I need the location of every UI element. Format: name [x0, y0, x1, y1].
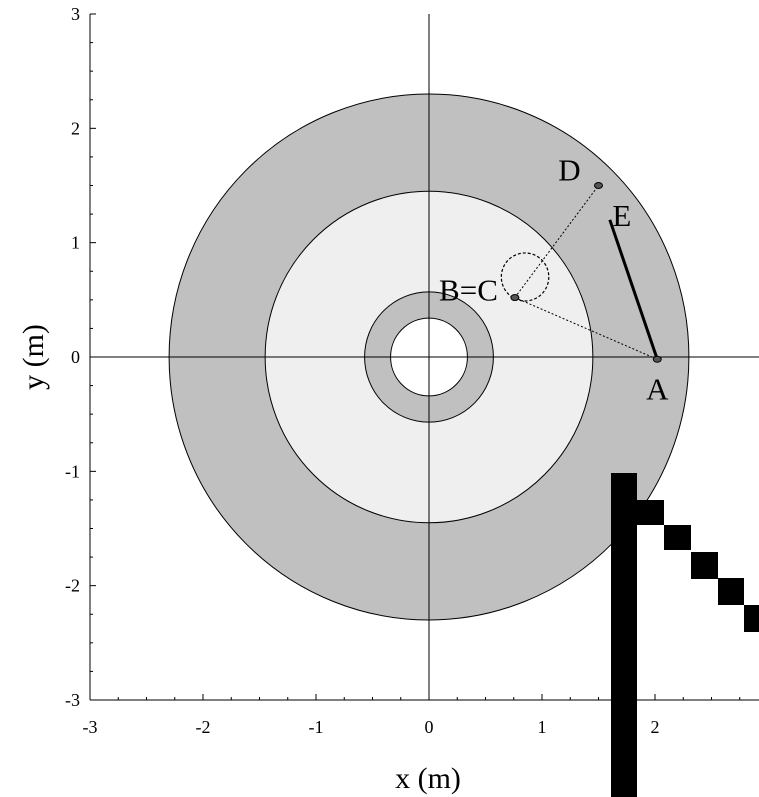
y-tick-label: -3 — [65, 690, 80, 710]
y-tick-label: -1 — [65, 461, 80, 481]
overlay-layer — [611, 473, 759, 797]
x-tick-label: 0 — [425, 717, 434, 737]
y-tick-label: 0 — [71, 347, 80, 367]
x-axis-title: x (m) — [395, 762, 461, 795]
y-axis-title: y (m) — [17, 324, 50, 390]
x-tick-label: 2 — [651, 717, 660, 737]
overlay-block-5 — [744, 605, 759, 632]
overlay-block-3 — [691, 552, 718, 579]
point-label-e: E — [612, 198, 631, 233]
overlay-block-1 — [637, 500, 664, 525]
overlay-block-0 — [611, 473, 637, 797]
x-tick-label: -3 — [83, 717, 98, 737]
x-tick-label: 1 — [538, 717, 547, 737]
point-d-marker — [594, 182, 603, 189]
overlay-block-2 — [664, 525, 691, 550]
y-tick-label: 3 — [71, 4, 80, 24]
x-tick-label: -1 — [309, 717, 324, 737]
annotation-layer: A B=C DE — [439, 153, 669, 407]
point-label-a: A — [646, 371, 669, 406]
point-a-marker — [652, 355, 662, 363]
overlay-block-4 — [718, 578, 744, 605]
y-tick-label: 2 — [71, 118, 80, 138]
point-label-b-c: B=C — [439, 273, 498, 308]
point-label-d: D — [558, 153, 580, 188]
dotted-segment-0 — [514, 297, 658, 360]
y-tick-label: 1 — [71, 233, 80, 253]
point-b-c-marker — [510, 294, 520, 302]
dotted-segment-1 — [514, 185, 599, 298]
x-tick-label: -2 — [196, 717, 211, 737]
solid-segment-e — [608, 219, 659, 360]
y-tick-label: -2 — [65, 576, 80, 596]
dashed-circle — [500, 252, 550, 302]
